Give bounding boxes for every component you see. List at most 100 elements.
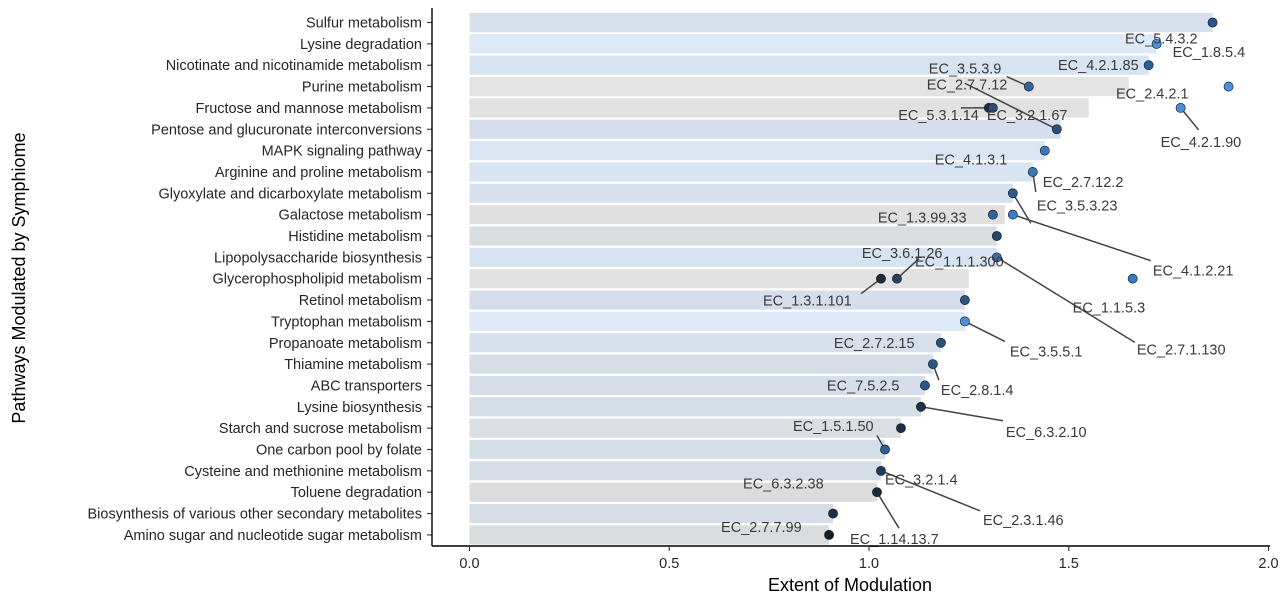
bar — [469, 34, 1157, 54]
point-label: EC_7.5.2.5 — [827, 378, 900, 394]
data-point — [876, 465, 886, 476]
point-label: EC_4.2.1.85 — [1058, 58, 1139, 74]
bar — [469, 247, 997, 267]
point-label: EC_4.2.1.90 — [1161, 135, 1242, 151]
data-point — [936, 337, 946, 348]
point-label: EC_6.3.2.10 — [1006, 425, 1087, 441]
data-point — [928, 359, 938, 369]
leader-line — [964, 320, 1006, 343]
y-tick-label: Lysine biosynthesis — [297, 400, 422, 416]
bar — [469, 98, 1089, 118]
y-tick-label: Arginine and proline metabolism — [215, 165, 422, 181]
bar — [469, 354, 933, 374]
y-tick-label: Sulfur metabolism — [306, 16, 422, 32]
point-label: EC_4.1.2.21 — [1153, 264, 1234, 280]
bar — [469, 418, 901, 438]
bar — [469, 375, 925, 396]
point-label: EC_2.7.2.15 — [834, 336, 915, 352]
point-label: EC_3.5.3.23 — [1037, 198, 1118, 214]
data-point — [1151, 38, 1162, 49]
y-tick-label: Glycerophospholipid metabolism — [212, 272, 422, 288]
leader-line — [896, 258, 920, 280]
y-tick-label: Toluene degradation — [291, 485, 422, 501]
data-point — [1127, 273, 1138, 284]
y-tick-label: Fructose and mannose metabolism — [196, 101, 422, 117]
point-label: EC_1.1.1.300 — [915, 255, 1004, 271]
y-tick-label: Lipopolysaccharide biosynthesis — [214, 250, 422, 266]
bar — [469, 503, 834, 524]
y-tick-label: Histidine metabolism — [288, 229, 422, 245]
point-label: EC_2.7.7.99 — [721, 520, 802, 536]
data-point — [991, 252, 1002, 263]
y-tick-label: Nicotinate and nicotinamide metabolism — [166, 58, 422, 74]
axes — [427, 8, 1270, 551]
data-point — [1007, 188, 1018, 199]
bar — [469, 290, 965, 310]
bar — [469, 183, 1013, 203]
bar — [469, 141, 1045, 161]
leader-line — [964, 82, 1058, 130]
bar — [469, 311, 965, 331]
y-tick-label: Thiamine metabolism — [284, 357, 422, 373]
y-tick-label: Propanoate metabolism — [269, 336, 422, 352]
bar — [469, 76, 1129, 97]
bar — [469, 119, 1061, 139]
bar — [469, 482, 877, 502]
point-label: EC_1.3.99.33 — [878, 211, 967, 227]
data-point — [1175, 103, 1186, 113]
x-axis-title: Extent of Modulation — [768, 575, 932, 595]
data-point — [1143, 60, 1154, 71]
y-tick-label: One carbon pool by folate — [256, 443, 422, 459]
y-tick-label: Galactose metabolism — [279, 208, 422, 224]
x-tick-labels: 0.0 0.5 1.0 1.5 2.0 — [459, 556, 1278, 572]
y-tick-label: Cysteine and methionine metabolism — [184, 464, 422, 480]
bar — [469, 333, 941, 353]
y-tick-label: Pentose and glucuronate interconversions — [151, 122, 422, 138]
point-label: EC_3.5.3.9 — [929, 62, 1002, 78]
data-point — [959, 295, 970, 305]
leader-line — [920, 406, 1004, 422]
point-label: EC_3.6.1.26 — [862, 246, 943, 262]
y-tick-label: Glyoxylate and dicarboxylate metabolism — [158, 186, 422, 202]
y-tick-label: Lysine degradation — [300, 37, 422, 53]
bar — [469, 55, 1149, 75]
y-tick-label: Starch and sucrose metabolism — [219, 421, 422, 437]
point-label: EC_6.3.2.38 — [743, 477, 824, 493]
data-point — [824, 530, 834, 540]
leader-line — [1012, 213, 1152, 262]
bar — [469, 397, 921, 417]
points — [824, 17, 1234, 540]
bar — [469, 269, 969, 289]
x-tick-label: 0.5 — [659, 556, 679, 572]
point-label: EC_1.1.5.3 — [1073, 301, 1146, 317]
bar — [469, 226, 997, 246]
bar — [469, 525, 830, 545]
point-label: EC_1.14.13.7 — [850, 532, 939, 548]
data-point — [1023, 81, 1034, 92]
data-point — [991, 231, 1002, 241]
point-label: EC_5.4.3.2 — [1125, 32, 1198, 48]
x-tick-label: 1.0 — [859, 556, 879, 572]
point-label: EC_1.8.5.4 — [1173, 45, 1246, 61]
point-label: EC_3.2.1.4 — [885, 473, 958, 489]
data-point — [872, 487, 882, 498]
x-tick-label: 1.5 — [1059, 556, 1079, 572]
point-label: EC_2.8.1.4 — [941, 383, 1014, 399]
point-label: EC_4.1.3.1 — [935, 153, 1008, 169]
data-point — [1007, 209, 1018, 220]
point-label: EC_2.7.7.12 — [927, 77, 1008, 93]
data-point — [892, 273, 902, 284]
bar — [469, 162, 1033, 182]
point-label: EC_2.7.1.130 — [1137, 342, 1226, 358]
y-tick-label: Amino sugar and nucleotide sugar metabol… — [124, 528, 422, 544]
data-point — [1207, 17, 1218, 28]
bar — [469, 439, 885, 460]
data-point — [828, 508, 838, 519]
data-point — [1027, 167, 1038, 177]
data-point — [1223, 81, 1234, 92]
data-point — [920, 380, 930, 391]
point-label: EC_3.2.1.67 — [987, 108, 1068, 124]
bar — [469, 461, 881, 481]
y-tick-label: ABC transporters — [311, 378, 422, 394]
